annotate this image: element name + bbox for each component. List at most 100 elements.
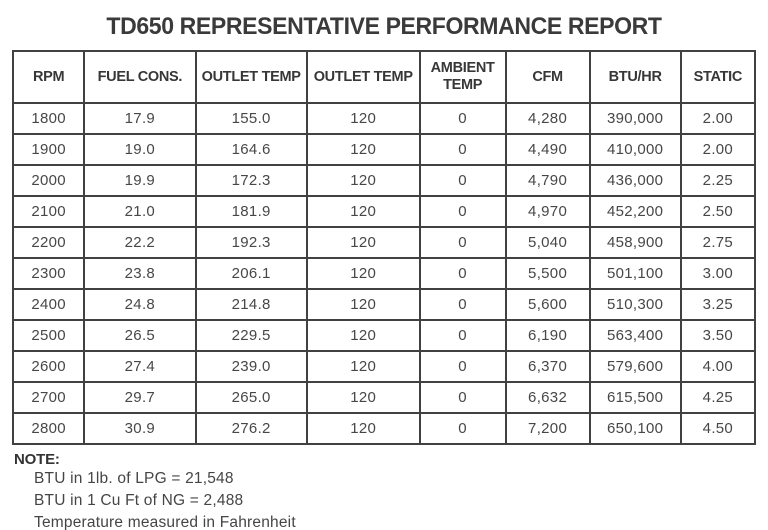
table-cell: 5,500 (504, 257, 591, 290)
table-cell: 5,040 (504, 226, 591, 259)
table-cell: 0 (418, 288, 507, 321)
table-cell: 0 (418, 381, 507, 414)
table-cell: 0 (418, 319, 507, 352)
table-cell: 6,632 (504, 381, 591, 414)
table-cell: 410,000 (588, 133, 682, 166)
table-cell: 2700 (11, 381, 86, 414)
table-cell: 120 (305, 319, 421, 352)
table-cell: 2.25 (679, 164, 757, 197)
table-cell: 229.5 (194, 319, 308, 352)
table-cell: 579,600 (588, 350, 682, 383)
table-cell: 19.0 (83, 133, 197, 166)
table-cell: 120 (305, 381, 421, 414)
column-header-ambient-temp: AMBIENT TEMP (418, 50, 507, 104)
note-line-ng: BTU in 1 Cu Ft of NG = 2,488 (34, 492, 244, 509)
table-cell: 1800 (11, 102, 86, 135)
table-cell: 5,600 (504, 288, 591, 321)
table-cell: 436,000 (588, 164, 682, 197)
table-cell: 0 (418, 350, 507, 383)
table-cell: 265.0 (194, 381, 308, 414)
table-cell: 21.0 (83, 195, 197, 228)
column-header-outlet-temp-2: OUTLET TEMP (305, 50, 421, 104)
table-cell: 4.50 (679, 412, 757, 445)
table-cell: 4,970 (504, 195, 591, 228)
column-header-cfm: CFM (504, 50, 591, 104)
table-cell: 2500 (11, 319, 86, 352)
table-cell: 2.00 (679, 133, 757, 166)
table-cell: 17.9 (83, 102, 197, 135)
table-cell: 0 (418, 195, 507, 228)
table-cell: 0 (418, 257, 507, 290)
table-cell: 6,370 (504, 350, 591, 383)
table-cell: 120 (305, 226, 421, 259)
table-cell: 452,200 (588, 195, 682, 228)
table-row: 2400 24.8 214.8 120 0 5,600 510,300 3.25 (11, 288, 757, 321)
table-cell: 120 (305, 133, 421, 166)
table-row: 2700 29.7 265.0 120 0 6,632 615,500 4.25 (11, 381, 757, 414)
performance-table: RPM FUEL CONS. OUTLET TEMP OUTLET TEMP A… (11, 50, 757, 445)
table-cell: 0 (418, 412, 507, 445)
page-title: TD650 REPRESENTATIVE PERFORMANCE REPORT (106, 13, 662, 40)
table-cell: 2.50 (679, 195, 757, 228)
table-cell: 120 (305, 102, 421, 135)
table-cell: 23.8 (83, 257, 197, 290)
table-cell: 501,100 (588, 257, 682, 290)
table-body: 1800 17.9 155.0 120 0 4,280 390,000 2.00 1900 19.… (11, 102, 757, 445)
column-header-btu-hr: BTU/HR (588, 50, 682, 104)
table-cell: 3.00 (679, 257, 757, 290)
table-cell: 30.9 (83, 412, 197, 445)
table-cell: 120 (305, 164, 421, 197)
table-cell: 2400 (11, 288, 86, 321)
table-cell: 155.0 (194, 102, 308, 135)
table-cell: 181.9 (194, 195, 308, 228)
table-row: 1900 19.0 164.6 120 0 4,490 410,000 2.00 (11, 133, 757, 166)
table-cell: 510,300 (588, 288, 682, 321)
table-cell: 120 (305, 412, 421, 445)
performance-report-page: TD650 REPRESENTATIVE PERFORMANCE REPORT … (0, 13, 768, 530)
column-header-static: STATIC (679, 50, 757, 104)
table-row: 2100 21.0 181.9 120 0 4,970 452,200 2.50 (11, 195, 757, 228)
column-header-rpm: RPM (11, 50, 86, 104)
table-cell: 120 (305, 257, 421, 290)
table-cell: 26.5 (83, 319, 197, 352)
table-cell: 206.1 (194, 257, 308, 290)
table-cell: 4.00 (679, 350, 757, 383)
table-cell: 4.25 (679, 381, 757, 414)
table-cell: 0 (418, 102, 507, 135)
table-cell: 4,280 (504, 102, 591, 135)
note-block: NOTE: BTU in 1lb. of LPG = 21,548 BTU in… (14, 451, 768, 530)
note-line-fahrenheit: Temperature measured in Fahrenheit (34, 514, 296, 530)
table-cell: 172.3 (194, 164, 308, 197)
table-cell: 2300 (11, 257, 86, 290)
table-header-row: RPM FUEL CONS. OUTLET TEMP OUTLET TEMP A… (11, 50, 757, 104)
table-cell: 24.8 (83, 288, 197, 321)
table-row: 2500 26.5 229.5 120 0 6,190 563,400 3.50 (11, 319, 757, 352)
note-label: NOTE: (14, 451, 60, 468)
table-cell: 2.00 (679, 102, 757, 135)
table-cell: 0 (418, 226, 507, 259)
table-cell: 2600 (11, 350, 86, 383)
table-cell: 239.0 (194, 350, 308, 383)
table-cell: 615,500 (588, 381, 682, 414)
column-header-outlet-temp-1: OUTLET TEMP (194, 50, 308, 104)
table-cell: 2200 (11, 226, 86, 259)
table-row: 2300 23.8 206.1 120 0 5,500 501,100 3.00 (11, 257, 757, 290)
table-row: 2800 30.9 276.2 120 0 7,200 650,100 4.50 (11, 412, 757, 445)
table-cell: 1900 (11, 133, 86, 166)
table-cell: 276.2 (194, 412, 308, 445)
table-cell: 19.9 (83, 164, 197, 197)
table-row: 1800 17.9 155.0 120 0 4,280 390,000 2.00 (11, 102, 757, 135)
table-cell: 120 (305, 288, 421, 321)
table-cell: 120 (305, 195, 421, 228)
table-cell: 390,000 (588, 102, 682, 135)
table-cell: 0 (418, 164, 507, 197)
table-cell: 27.4 (83, 350, 197, 383)
table-header: RPM FUEL CONS. OUTLET TEMP OUTLET TEMP A… (11, 50, 757, 104)
table-cell: 4,490 (504, 133, 591, 166)
table-row: 2200 22.2 192.3 120 0 5,040 458,900 2.75 (11, 226, 757, 259)
table-cell: 22.2 (83, 226, 197, 259)
table-cell: 164.6 (194, 133, 308, 166)
table-cell: 192.3 (194, 226, 308, 259)
note-line-lpg: BTU in 1lb. of LPG = 21,548 (34, 470, 234, 487)
table-cell: 563,400 (588, 319, 682, 352)
